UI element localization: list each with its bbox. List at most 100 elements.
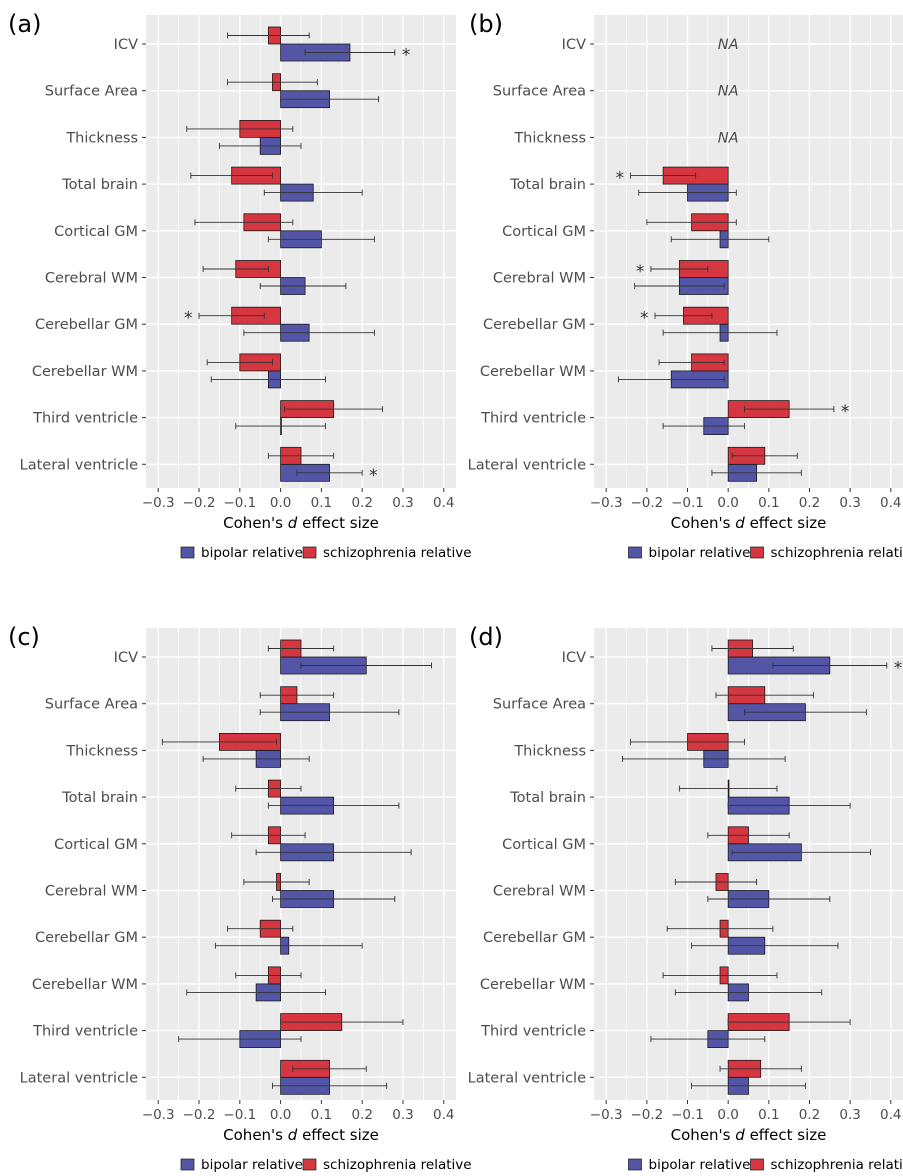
- category-label: Total brain: [61, 177, 138, 193]
- x-tick-label: −0.1: [671, 1107, 704, 1123]
- category-label: Total brain: [61, 790, 138, 806]
- x-tick-label: 0.2: [799, 495, 820, 511]
- x-tick-label: −0.1: [671, 495, 704, 511]
- legend-label-schizophrenia: schizophrenia relative: [771, 545, 903, 561]
- category-label: Cerebellar GM: [483, 930, 586, 946]
- legend: bipolar relative schizophrenia relative: [180, 1157, 472, 1173]
- panel-a-label: (a): [8, 10, 41, 38]
- x-tick-label: 0.0: [270, 1107, 291, 1123]
- x-tick-label: −0.2: [183, 495, 216, 511]
- panel-c: (c) ICV Surface Area Thickness Total brain Co…: [8, 623, 472, 1173]
- category-label: Cortical GM: [54, 224, 138, 240]
- x-axis-title: Cohen's d effect size: [671, 1126, 827, 1144]
- category-label: Lateral ventricle: [20, 457, 138, 473]
- x-tick-label: 0.4: [433, 1107, 454, 1123]
- na-label: NA: [718, 84, 739, 100]
- significance-star: *: [402, 46, 411, 66]
- x-tick-label: 0.2: [351, 495, 372, 511]
- legend-label-schizophrenia: schizophrenia relative: [323, 1157, 472, 1173]
- x-tick-label: 0.3: [392, 495, 413, 511]
- x-tick-label: 0.1: [311, 495, 332, 511]
- category-label: ICV: [114, 650, 138, 666]
- category-label: Lateral ventricle: [20, 1070, 138, 1086]
- x-tick-label: −0.1: [223, 1107, 256, 1123]
- category-label: Surface Area: [45, 697, 138, 713]
- x-tick-label: 0.4: [433, 495, 454, 511]
- panel-c-label: (c): [8, 623, 40, 651]
- legend-label-bipolar: bipolar relative: [649, 1157, 751, 1173]
- significance-star: *: [369, 466, 378, 486]
- category-label: Lateral ventricle: [468, 1070, 586, 1086]
- category-label: Cerebral WM: [45, 884, 138, 900]
- category-label: Total brain: [509, 790, 586, 806]
- x-tick-label: 0.1: [758, 495, 779, 511]
- category-label: Thickness: [65, 743, 138, 759]
- legend-swatch-schizophrenia: [750, 546, 764, 559]
- category-label: Surface Area: [45, 84, 138, 100]
- category-label: Cortical GM: [54, 837, 138, 853]
- panel-d-label: (d): [469, 623, 503, 651]
- significance-star: *: [841, 402, 850, 422]
- category-label: Surface Area: [493, 84, 586, 100]
- x-tick-label: 0.3: [839, 495, 860, 511]
- legend-label-schizophrenia: schizophrenia relative: [323, 545, 472, 561]
- legend-label-bipolar: bipolar relative: [649, 545, 751, 561]
- category-label: Thickness: [513, 743, 586, 759]
- panel-b-label: (b): [469, 10, 503, 38]
- category-label: Cerebral WM: [45, 271, 138, 287]
- significance-star: *: [640, 309, 649, 329]
- significance-star: *: [636, 262, 645, 282]
- legend-swatch-schizophrenia: [302, 546, 317, 559]
- category-label: ICV: [114, 37, 138, 53]
- x-tick-label: 0.0: [717, 495, 738, 511]
- legend-swatch-bipolar: [628, 546, 642, 559]
- category-label: Total brain: [509, 177, 586, 193]
- category-label: ICV: [562, 37, 586, 53]
- x-tick-label: 0.1: [311, 1107, 332, 1123]
- category-label: Cerebellar GM: [483, 317, 586, 333]
- legend-label-schizophrenia: schizophrenia relative: [771, 1157, 903, 1173]
- legend-swatch-bipolar: [628, 1158, 642, 1171]
- legend-swatch-schizophrenia: [302, 1158, 317, 1171]
- significance-star: *: [894, 659, 903, 679]
- category-label: Third ventricle: [480, 1024, 586, 1040]
- x-tick-label: 0.4: [880, 495, 901, 511]
- x-tick-label: 0.1: [758, 1107, 779, 1123]
- x-axis-title: Cohen's d effect size: [671, 514, 827, 532]
- category-label: Cerebellar WM: [32, 364, 138, 380]
- significance-star: *: [616, 169, 625, 189]
- legend-label-bipolar: bipolar relative: [201, 1157, 303, 1173]
- legend-label-bipolar: bipolar relative: [201, 545, 303, 561]
- panel-d: (d) * ICV Surface Area Thickness Total brain C…: [468, 623, 903, 1173]
- category-label: Thickness: [65, 130, 138, 146]
- na-label: NA: [718, 130, 739, 146]
- category-label: Cerebral WM: [493, 271, 586, 287]
- category-label: Cerebellar GM: [35, 930, 138, 946]
- x-tick-label: 0.3: [839, 1107, 860, 1123]
- legend: bipolar relative schizophrenia relative: [180, 545, 472, 561]
- category-label: Third ventricle: [32, 411, 138, 427]
- category-label: Third ventricle: [32, 1024, 138, 1040]
- category-label: Cortical GM: [502, 837, 586, 853]
- legend-swatch-bipolar: [180, 546, 195, 559]
- x-tick-label: −0.2: [630, 495, 663, 511]
- x-tick-label: −0.1: [223, 495, 256, 511]
- x-tick-label: −0.2: [630, 1107, 663, 1123]
- x-tick-label: −0.2: [183, 1107, 216, 1123]
- x-tick-label: 0.2: [799, 1107, 820, 1123]
- significance-star: *: [184, 309, 193, 329]
- category-label: ICV: [562, 650, 586, 666]
- panel-b: (b) * * * * NA NA NA ICV Surface Area Thickness Tot…: [468, 10, 903, 561]
- x-tick-label: 0.3: [392, 1107, 413, 1123]
- category-label: Cerebral WM: [493, 884, 586, 900]
- x-tick-label: 0.0: [270, 495, 291, 511]
- x-axis-title: Cohen's d effect size: [223, 1126, 379, 1144]
- category-label: Cerebellar WM: [480, 364, 586, 380]
- category-label: Third ventricle: [480, 411, 586, 427]
- panel-a: (a) * * * ICV Surface Area Thickness Total brai…: [8, 10, 472, 561]
- na-label: NA: [718, 37, 739, 53]
- x-tick-label: −0.3: [142, 1107, 175, 1123]
- x-tick-label: 0.2: [351, 1107, 372, 1123]
- category-label: Cerebellar GM: [35, 317, 138, 333]
